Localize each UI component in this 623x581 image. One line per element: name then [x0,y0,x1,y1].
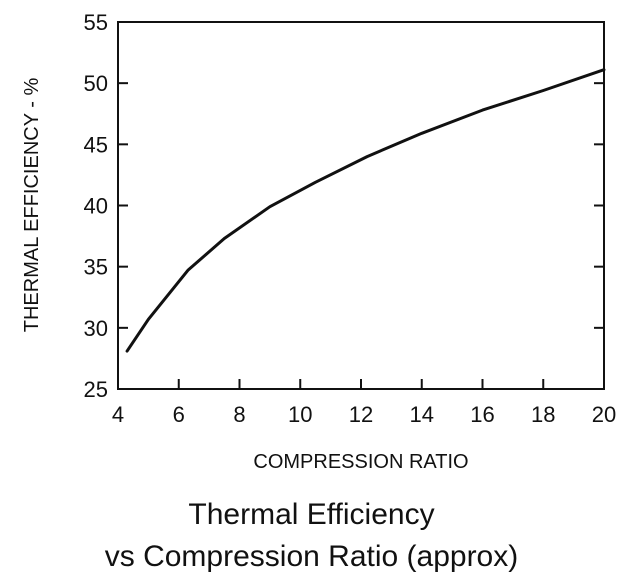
plot-frame [117,21,605,390]
x-tick-label: 14 [410,402,434,427]
series-line [125,68,606,353]
x-tick-label: 8 [233,402,245,427]
x-tick-label: 6 [173,402,185,427]
chart: 4 6 8 10 12 14 16 18 20 25 30 35 40 45 50 55 COMPRESSI… [21,10,616,473]
y-tick-label: 55 [84,10,108,35]
y-tick-label: 40 [84,194,108,219]
x-tick-label: 10 [288,402,312,427]
y-tick-label: 25 [84,377,108,402]
y-tick-label: 45 [84,132,108,157]
chart-subtitle: vs Compression Ratio (approx) [104,540,519,573]
y-tick-label: 50 [84,71,108,96]
y-axis-ticks: 25 30 35 40 45 50 55 [84,10,604,402]
x-axis-title: COMPRESSION RATIO [253,451,468,473]
x-tick-label: 4 [112,402,124,427]
y-tick-label: 30 [84,316,108,341]
y-axis-title: THERMAL EFFICIENCY - % [21,78,43,333]
x-tick-label: 18 [531,402,555,427]
chart-title: Thermal Efficiency [188,498,435,531]
y-tick-label: 35 [84,255,108,280]
x-tick-label: 20 [592,402,616,427]
x-axis-ticks: 4 6 8 10 12 14 16 18 20 [112,379,616,427]
x-tick-label: 12 [349,402,373,427]
x-tick-label: 16 [470,402,494,427]
